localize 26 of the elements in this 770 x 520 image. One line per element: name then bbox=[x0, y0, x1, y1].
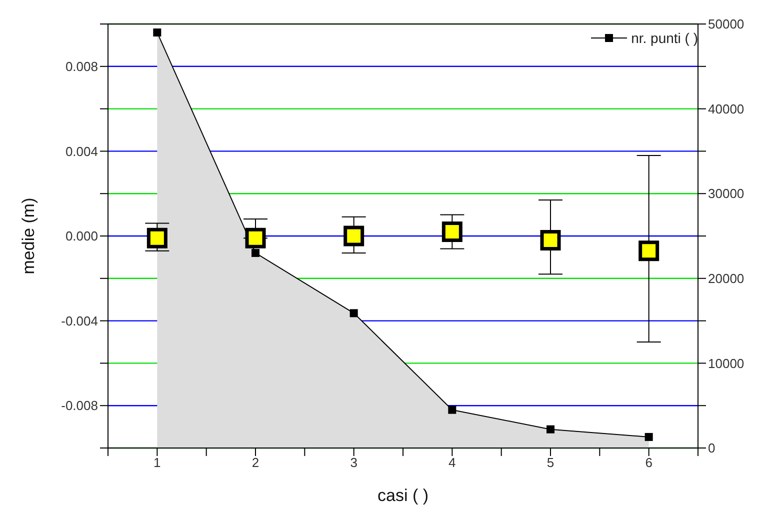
y-tick-label: 0.008 bbox=[65, 59, 98, 74]
x-tick-label: 4 bbox=[448, 455, 456, 470]
point bbox=[344, 226, 364, 246]
point bbox=[245, 228, 266, 248]
x-tick-label: 3 bbox=[350, 455, 358, 470]
point bbox=[540, 230, 561, 250]
y-tick-label: 0.004 bbox=[65, 144, 98, 159]
legend-label: nr. punti ( ) bbox=[631, 30, 698, 46]
x-tick-label: 5 bbox=[546, 455, 554, 470]
y-tick-label: -0.008 bbox=[61, 398, 98, 414]
y-tick-label: 0.000 bbox=[65, 228, 98, 244]
y-axis-title: medie (m) bbox=[19, 198, 38, 274]
y2-tick-label: 50000 bbox=[708, 16, 744, 32]
x-tick-label: 1 bbox=[154, 455, 161, 470]
x-axis-title: casi ( ) bbox=[378, 486, 428, 505]
y2-tick-label: 20000 bbox=[708, 271, 744, 286]
x-tick-label: 6 bbox=[645, 455, 652, 470]
point bbox=[638, 240, 660, 262]
y2-tick-label: 10000 bbox=[708, 356, 744, 371]
y2-tick-label: 0 bbox=[708, 440, 716, 456]
y2-tick-label: 30000 bbox=[708, 186, 744, 202]
y2-tick-label: 40000 bbox=[708, 101, 744, 116]
point bbox=[146, 228, 168, 248]
point bbox=[442, 222, 462, 242]
x-tick-label: 2 bbox=[252, 455, 260, 470]
y-tick-label: -0.004 bbox=[61, 313, 98, 328]
